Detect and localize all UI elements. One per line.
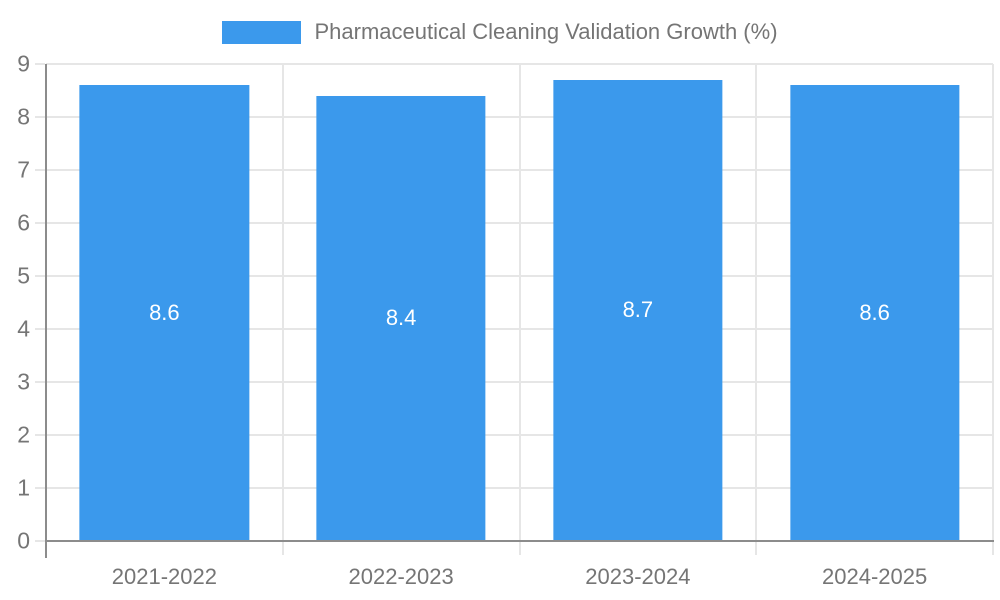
bar-2023-2024[interactable]: 8.7: [553, 79, 723, 541]
y-tick-mark: [35, 222, 45, 225]
y-tick-label: 0: [17, 527, 30, 554]
y-tick-mark: [35, 540, 45, 542]
x-axis-tick-mark: [281, 542, 284, 555]
gridline-vertical: [755, 64, 758, 541]
y-tick-label: 2: [17, 421, 30, 448]
x-tick-label-2023-2024: 2023-2024: [585, 564, 691, 589]
gridline-vertical: [518, 64, 521, 541]
y-tick-label: 4: [17, 315, 30, 342]
y-axis-tick-marks: [35, 63, 45, 542]
x-axis-tick-mark: [518, 542, 521, 555]
gridline-vertical: [992, 64, 994, 541]
y-tick-label: 5: [17, 262, 30, 289]
gridline-vertical: [281, 64, 284, 541]
y-tick-label: 6: [17, 209, 30, 236]
plot-area: 8.6 8.4 8.7 8.6: [46, 63, 994, 541]
bar-2021-2022[interactable]: 8.6: [79, 85, 250, 541]
y-tick-label: 8: [17, 103, 30, 130]
x-axis-line: [45, 540, 994, 542]
legend-color-swatch: [222, 20, 302, 44]
x-tick-label-2024-2025: 2024-2025: [822, 564, 928, 589]
y-tick-label: 9: [17, 50, 30, 77]
y-axis-labels: 0 1 2 3 4 5 6 7 8 9: [0, 52, 32, 552]
bar-value-label: 8.6: [149, 300, 180, 326]
x-axis-tick-mark: [755, 542, 758, 555]
bar-value-label: 8.4: [385, 305, 417, 331]
bar-value-label: 8.6: [859, 300, 890, 326]
y-tick-label: 1: [17, 474, 30, 501]
y-tick-mark: [35, 381, 45, 384]
y-axis-line: [45, 64, 47, 558]
x-axis-tick-mark: [992, 542, 994, 555]
x-axis-labels: 2021-2022 2022-2023 2023-2024 2024-2025: [46, 564, 993, 590]
y-tick-mark: [35, 487, 45, 489]
bar-2022-2023[interactable]: 8.4: [316, 95, 486, 541]
x-tick-label-2022-2023: 2022-2023: [348, 564, 454, 589]
y-tick-mark: [35, 328, 45, 330]
chart-legend[interactable]: Pharmaceutical Cleaning Validation Growt…: [0, 19, 1000, 44]
y-tick-mark: [35, 275, 45, 277]
bar-2024-2025[interactable]: 8.6: [789, 85, 960, 541]
legend-label: Pharmaceutical Cleaning Validation Growt…: [314, 19, 778, 44]
y-tick-mark: [35, 434, 45, 436]
y-tick-mark: [35, 116, 45, 118]
bar-value-label: 8.7: [622, 297, 654, 323]
y-tick-mark: [35, 169, 45, 171]
y-tick-mark: [35, 63, 45, 65]
x-tick-label-2021-2022: 2021-2022: [111, 564, 217, 589]
y-tick-label: 3: [17, 368, 30, 395]
y-tick-label: 7: [17, 156, 30, 183]
x-axis-tick-marks: [46, 542, 994, 555]
